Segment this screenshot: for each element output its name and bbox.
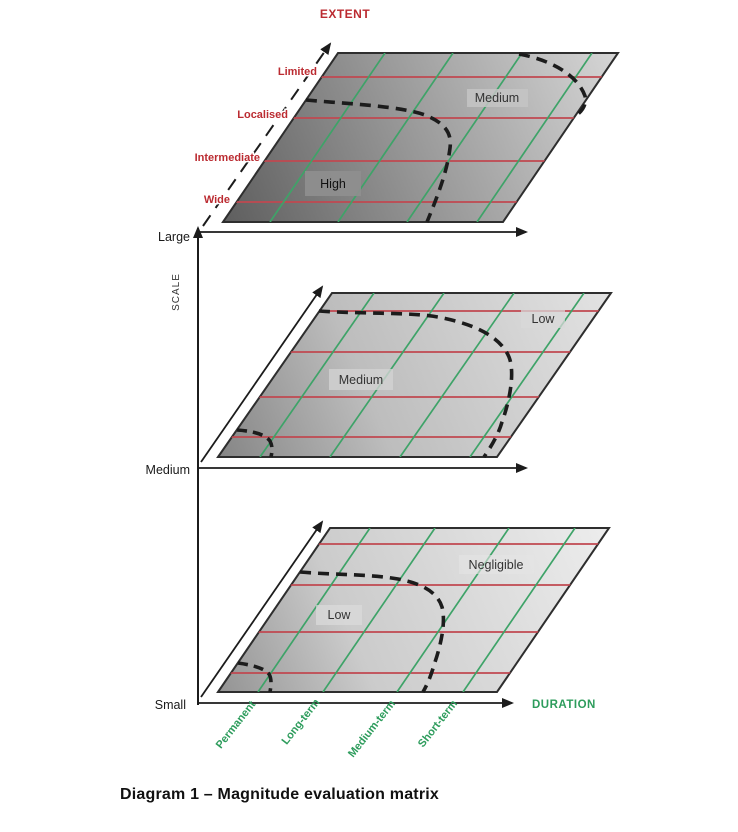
- duration-gridline: [257, 528, 371, 692]
- plane-large: Medium High: [221, 52, 620, 223]
- scale-tick-medium: Medium: [146, 463, 190, 477]
- diagram-canvas: Medium High Low Medium: [146, 7, 620, 760]
- duration-tick-long-term: Long-term: [280, 697, 323, 747]
- region-label: Medium: [339, 373, 383, 387]
- threshold-curve: [318, 309, 514, 458]
- threshold-curve-corner: [237, 661, 273, 693]
- region-label: Low: [532, 312, 556, 326]
- region-label-box: [329, 369, 393, 390]
- duration-tick-short-term: Short-term: [416, 698, 460, 750]
- extent-tick-localised: Localised: [237, 109, 288, 121]
- plane-medium: Low Medium: [216, 292, 613, 458]
- scale-tick-large: Large: [158, 230, 190, 244]
- duration-tick-permanent: Permanent: [214, 699, 259, 751]
- region-label-box: [467, 89, 528, 107]
- duration-tick-medium-term: Medium-term: [346, 698, 398, 760]
- duration-axis-title: DURATION: [532, 699, 596, 711]
- duration-gridline: [259, 293, 375, 457]
- threshold-curve-corner: [236, 428, 274, 458]
- duration-gridline: [476, 53, 593, 222]
- extent-tick-wide: Wide: [204, 194, 230, 206]
- region-label-box: [459, 555, 534, 574]
- axes: [193, 42, 528, 708]
- duration-gridline: [462, 528, 576, 692]
- duration-gridline: [269, 53, 386, 222]
- extent-tick-intermediate: Intermediate: [195, 152, 260, 164]
- region-label: Low: [328, 608, 352, 622]
- extent-axis-title: EXTENT: [320, 7, 371, 21]
- duration-gridline: [322, 528, 436, 692]
- region-label: High: [320, 177, 346, 191]
- region-label-box: [305, 171, 361, 196]
- plane-small: Negligible Low: [216, 527, 611, 693]
- threshold-curve: [305, 98, 453, 223]
- extent-axis-large: [202, 42, 332, 227]
- region-label: Negligible: [469, 558, 524, 572]
- duration-gridline: [406, 53, 523, 222]
- extent-axis-medium: [200, 285, 324, 463]
- extent-tick-limited: Limited: [278, 66, 317, 78]
- region-label-box: [316, 605, 362, 625]
- region-label-box: [521, 310, 565, 328]
- plane-large-surface: [221, 52, 620, 223]
- threshold-curve: [299, 570, 446, 693]
- extent-axis-small: [200, 520, 324, 698]
- plane-medium-surface: [216, 292, 613, 458]
- threshold-curve-corner: [518, 52, 588, 116]
- diagram-caption: Diagram 1 – Magnitude evaluation matrix: [120, 786, 439, 803]
- region-label: Medium: [475, 91, 519, 105]
- duration-gridline: [399, 293, 515, 457]
- scale-axis-title: SCALE: [171, 273, 182, 311]
- scale-tick-small: Small: [155, 698, 186, 712]
